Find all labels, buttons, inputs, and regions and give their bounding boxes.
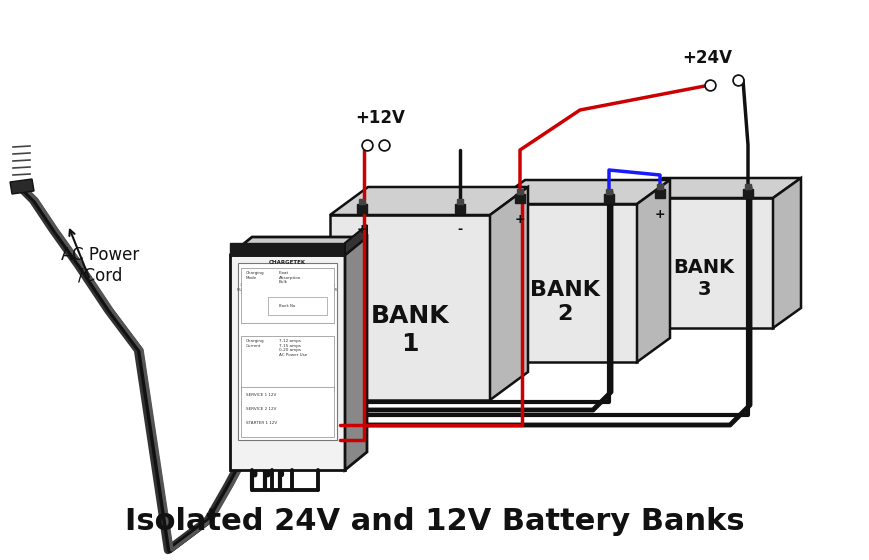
Text: +: + xyxy=(356,223,367,236)
Polygon shape xyxy=(329,215,489,400)
Bar xyxy=(454,204,464,213)
Text: BANK
3: BANK 3 xyxy=(673,258,733,299)
Text: 30 AMP WATERPROOF FOUR-BANK BATTERY CHARGER: 30 AMP WATERPROOF FOUR-BANK BATTERY CHAR… xyxy=(240,283,335,287)
Bar xyxy=(744,184,750,189)
Polygon shape xyxy=(489,187,527,400)
Text: FULLY AUTOMATIC - 3 STEP - DESULFATION CONTROLLER: FULLY AUTOMATIC - 3 STEP - DESULFATION C… xyxy=(237,288,337,292)
Text: Bank No: Bank No xyxy=(279,304,295,308)
Polygon shape xyxy=(229,255,345,470)
Text: +24V: +24V xyxy=(681,49,731,67)
Bar xyxy=(742,189,753,198)
Text: Isolated 24V and 12V Battery Banks: Isolated 24V and 12V Battery Banks xyxy=(125,507,744,536)
Text: Charging
Mode: Charging Mode xyxy=(246,271,264,279)
Polygon shape xyxy=(492,204,636,362)
Text: -: - xyxy=(745,208,750,221)
Bar xyxy=(356,204,367,213)
Text: SERVICE 1 12V: SERVICE 1 12V xyxy=(246,393,276,397)
Text: Charging
Current: Charging Current xyxy=(246,339,264,348)
Text: CHARGETEK: CHARGETEK xyxy=(269,260,306,265)
Polygon shape xyxy=(773,178,800,328)
Bar xyxy=(238,263,336,440)
Bar xyxy=(268,297,327,315)
Polygon shape xyxy=(229,237,367,255)
Text: -: - xyxy=(606,213,611,226)
Bar xyxy=(606,189,611,194)
Bar xyxy=(603,194,614,203)
Text: BANK
2: BANK 2 xyxy=(529,281,599,324)
Text: 7-12 amps
7-15 amps
0-20 amps
AC Power Use: 7-12 amps 7-15 amps 0-20 amps AC Power U… xyxy=(279,339,307,357)
Polygon shape xyxy=(345,237,367,470)
Text: +: + xyxy=(514,213,525,226)
Polygon shape xyxy=(636,180,669,362)
Text: +12V: +12V xyxy=(355,109,404,127)
Bar xyxy=(241,268,334,323)
Bar xyxy=(359,199,365,204)
Polygon shape xyxy=(10,179,34,194)
Text: SERVICE 2 12V: SERVICE 2 12V xyxy=(246,407,276,411)
Text: +: + xyxy=(654,208,665,221)
Text: TPRO-320: TPRO-320 xyxy=(250,268,324,282)
Bar xyxy=(229,243,345,255)
Text: -: - xyxy=(457,223,462,236)
Bar xyxy=(241,387,334,437)
Text: Float
Absorption
Bulk: Float Absorption Bulk xyxy=(279,271,301,284)
Bar xyxy=(656,184,662,189)
Polygon shape xyxy=(634,198,773,328)
Bar xyxy=(514,194,524,203)
Polygon shape xyxy=(345,225,367,255)
Bar xyxy=(241,336,334,391)
Text: AC Power
/Cord: AC Power /Cord xyxy=(61,246,139,284)
Polygon shape xyxy=(634,178,800,198)
Polygon shape xyxy=(492,180,669,204)
Bar xyxy=(654,189,664,198)
Bar xyxy=(516,189,522,194)
Text: STARTER 1 12V: STARTER 1 12V xyxy=(246,421,277,425)
Bar xyxy=(456,199,462,204)
Polygon shape xyxy=(329,187,527,215)
Text: BANK
1: BANK 1 xyxy=(370,304,448,356)
